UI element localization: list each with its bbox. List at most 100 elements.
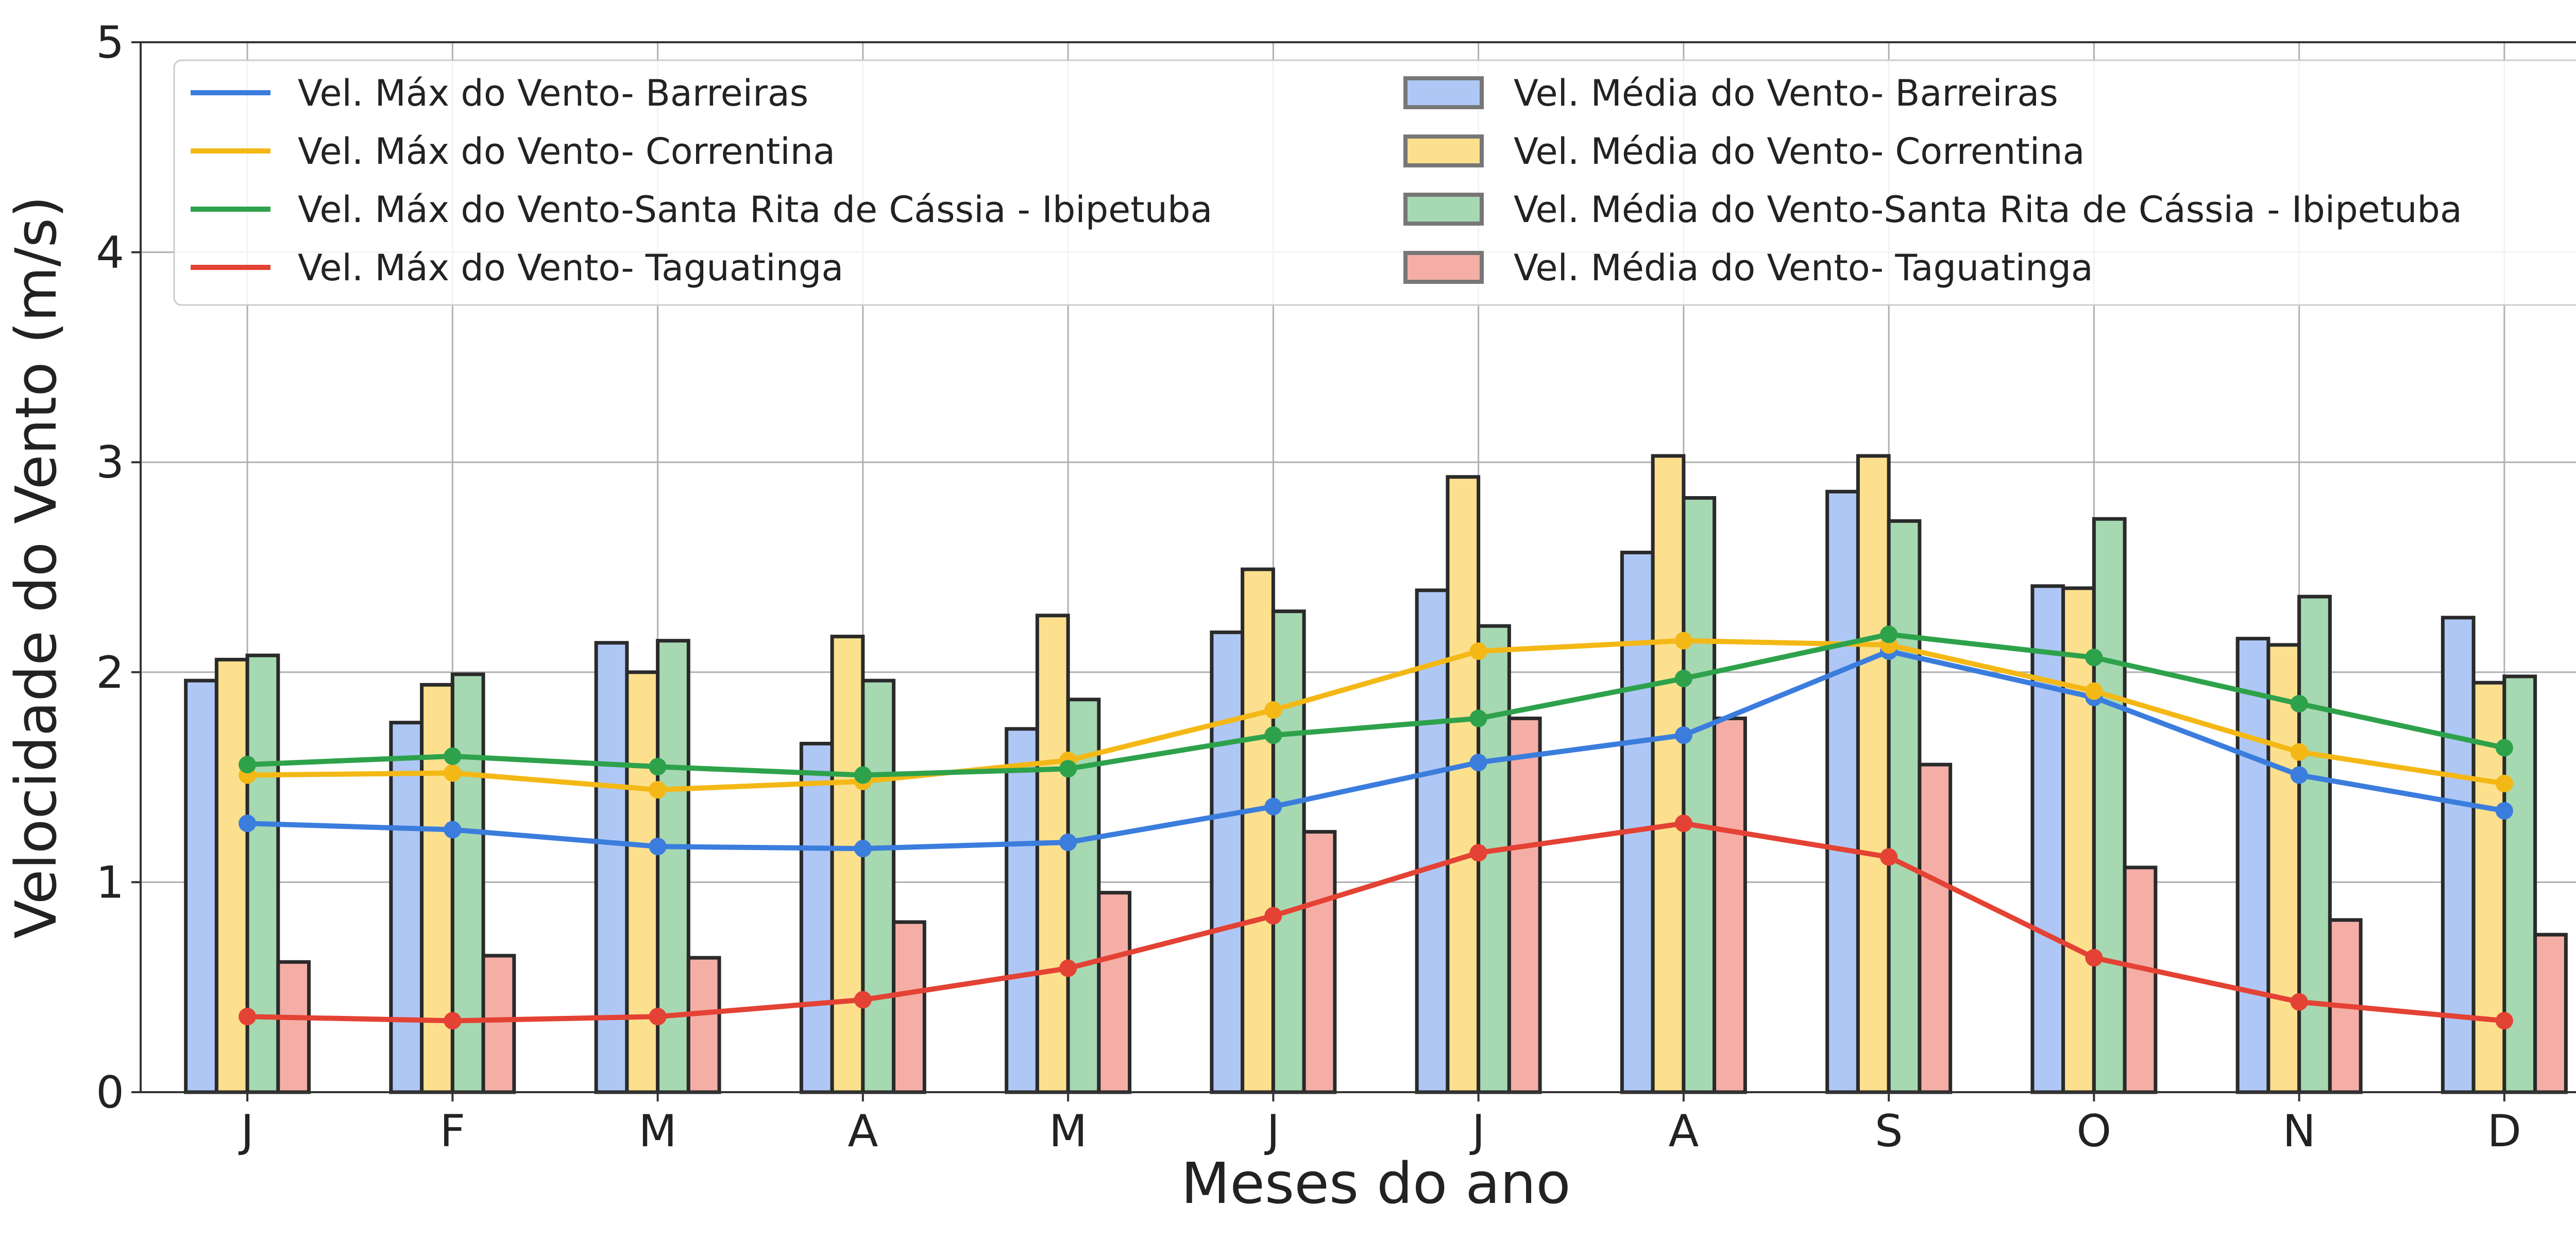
data-point [1469,642,1487,660]
y-tick-label: 5 [96,17,124,69]
bar [214,657,249,1094]
legend-label: Vel. Máx do Vento- Correntina [298,130,835,173]
data-point [1469,844,1487,862]
data-point [1264,726,1282,744]
data-point [1469,754,1487,772]
bar [1507,716,1542,1094]
data-point [2495,1012,2513,1030]
bar [1825,489,1860,1094]
data-point [1264,907,1282,925]
bar [1097,891,1132,1094]
legend-label: Vel. Média do Vento- Taguatinga [1514,247,2093,289]
legend-bar-swatch [1403,193,1484,226]
data-point [649,781,667,799]
bar [1241,567,1275,1094]
data-point [1674,726,1692,744]
legend-bar-swatch [1403,134,1484,167]
y-axis-title: Velocidade do Vento (m/s) [3,196,69,939]
data-point [649,1008,667,1026]
series-line [245,649,2507,852]
bar [1035,614,1070,1094]
legend-label: Vel. Máx do Vento- Taguatinga [298,247,843,289]
plot-frame [140,41,2576,1093]
data-point [649,838,667,856]
bar [1918,762,1953,1094]
bar [1271,609,1306,1094]
bar [686,956,721,1094]
bar [2266,643,2301,1094]
bar [2030,584,2065,1094]
data-point [1880,625,1898,643]
bar [2123,865,2158,1094]
data-point [2495,774,2513,792]
legend-bar-swatch [1403,251,1484,284]
bar [420,683,454,1094]
data-point [1880,848,1898,866]
data-point [2085,949,2103,967]
series-line [245,632,2507,778]
data-point [1059,959,1077,977]
data-point [2495,802,2513,820]
bar [861,678,896,1094]
x-tick-label: M [639,1106,677,1157]
bar [1446,475,1481,1094]
data-point [2085,682,2103,700]
legend-bar-swatch [1403,76,1484,109]
bar [184,678,218,1094]
bar [1210,630,1245,1094]
bar [450,672,485,1094]
bar [892,920,926,1094]
legend-label: Vel. Máx do Vento- Barreiras [298,72,808,114]
legend-label: Vel. Máx do Vento-Santa Rita de Cássia -… [298,189,1212,231]
x-tick-label: O [2077,1106,2112,1157]
bar [1682,496,1717,1094]
data-point [2290,743,2308,761]
bar [2092,517,2127,1094]
data-point [444,764,462,782]
bar [1856,454,1891,1094]
bar [830,635,865,1094]
bar [1620,550,1655,1094]
x-tick-label: N [2282,1106,2315,1157]
y-tick-label: 1 [96,857,124,908]
x-tick-label: D [2487,1106,2521,1157]
x-tick-label: M [1049,1106,1087,1157]
x-tick-label: A [848,1106,878,1157]
x-tick-label: J [238,1106,253,1157]
data-point [2290,766,2308,784]
bar [1887,519,1922,1094]
axes: 0 1 2 3 4 5 J F M A M J J A S O N D [96,17,2576,1157]
data-point [649,758,667,776]
legend-box [173,59,2576,306]
bar [2061,586,2096,1094]
data-point [239,756,257,774]
bar [1713,716,1747,1094]
data-point [444,1012,462,1030]
data-point [1264,797,1282,816]
bar [625,670,660,1094]
bar [1302,830,1337,1094]
bar [1005,727,1039,1094]
data-point [2290,993,2308,1011]
data-point [2495,739,2513,757]
data-point [239,1008,257,1026]
bar [2235,637,2270,1094]
bar [656,639,690,1094]
legend-label: Vel. Média do Vento- Correntina [1514,130,2085,173]
data-point [1059,760,1077,778]
data-point [854,991,872,1009]
legend: Vel. Máx do Vento- Barreiras Vel. Máx do … [173,59,2576,306]
bar [481,954,516,1094]
legend-label: Vel. Média do Vento- Barreiras [1514,72,2058,114]
data-point [1674,632,1692,650]
bar [276,960,311,1094]
y-tick-label: 0 [96,1067,124,1118]
data-point [444,747,462,765]
data-point [239,814,257,833]
line-group [239,625,2513,1030]
data-point [1264,701,1282,719]
bar [2441,616,2476,1094]
y-tick-label: 4 [96,227,124,279]
